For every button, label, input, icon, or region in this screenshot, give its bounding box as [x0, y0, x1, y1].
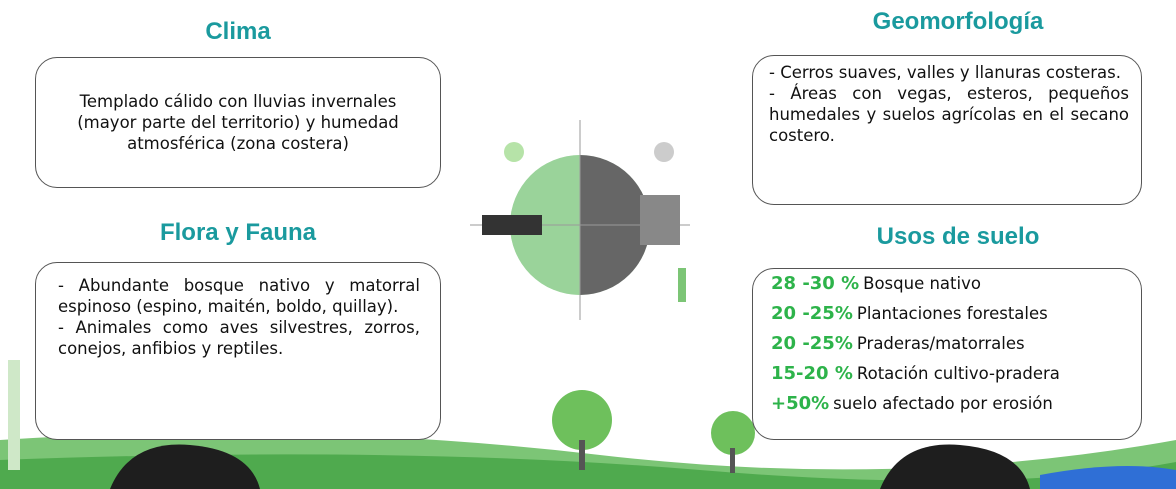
section-title: Usos de suelo	[752, 223, 1164, 251]
text-box: - Cerros suaves, valles y llanuras coste…	[752, 55, 1142, 205]
globe-illustration	[470, 120, 690, 320]
body-text: - Animales como aves silvestres, zorros,…	[58, 317, 420, 359]
text-box: Templado cálido con lluvias invernales (…	[35, 57, 441, 188]
percent-range: 20 -25%	[771, 333, 853, 354]
stripe	[8, 360, 20, 470]
body-text: - Áreas con vegas, esteros, pequeños hum…	[769, 83, 1129, 146]
body-text: - Abundante bosque nativo y matorral esp…	[58, 275, 420, 317]
list-item: +50%suelo afectado por erosión	[771, 393, 1131, 423]
section-title: Flora y Fauna	[35, 219, 441, 247]
list-item: 28 -30 %Bosque nativo	[771, 273, 1131, 303]
land-use: Rotación cultivo-pradera	[857, 363, 1060, 384]
percent-range: 15-20 %	[771, 363, 853, 384]
land-use: Bosque nativo	[863, 273, 981, 294]
text-box: - Abundante bosque nativo y matorral esp…	[35, 262, 441, 440]
tree-trunk	[730, 448, 735, 473]
body-text: Templado cálido con lluvias invernales (…	[72, 91, 404, 154]
land-use: suelo afectado por erosión	[833, 393, 1053, 414]
rock	[880, 445, 1030, 489]
list-item: 15-20 %Rotación cultivo-pradera	[771, 363, 1131, 393]
percent-range: 20 -25%	[771, 303, 853, 324]
land-use: Plantaciones forestales	[857, 303, 1048, 324]
percent-range: 28 -30 %	[771, 273, 859, 294]
list-item: 20 -25%Praderas/matorrales	[771, 333, 1131, 363]
section-title: Clima	[35, 18, 441, 46]
percent-range: +50%	[771, 393, 829, 414]
page: Clima Templado cálido con lluvias invern…	[0, 0, 1176, 489]
land-use: Praderas/matorrales	[857, 333, 1025, 354]
body-text: - Cerros suaves, valles y llanuras coste…	[769, 62, 1129, 83]
list-item: 20 -25%Plantaciones forestales	[771, 303, 1131, 333]
tree-trunk	[579, 440, 585, 470]
section-title: Geomorfología	[752, 8, 1164, 36]
